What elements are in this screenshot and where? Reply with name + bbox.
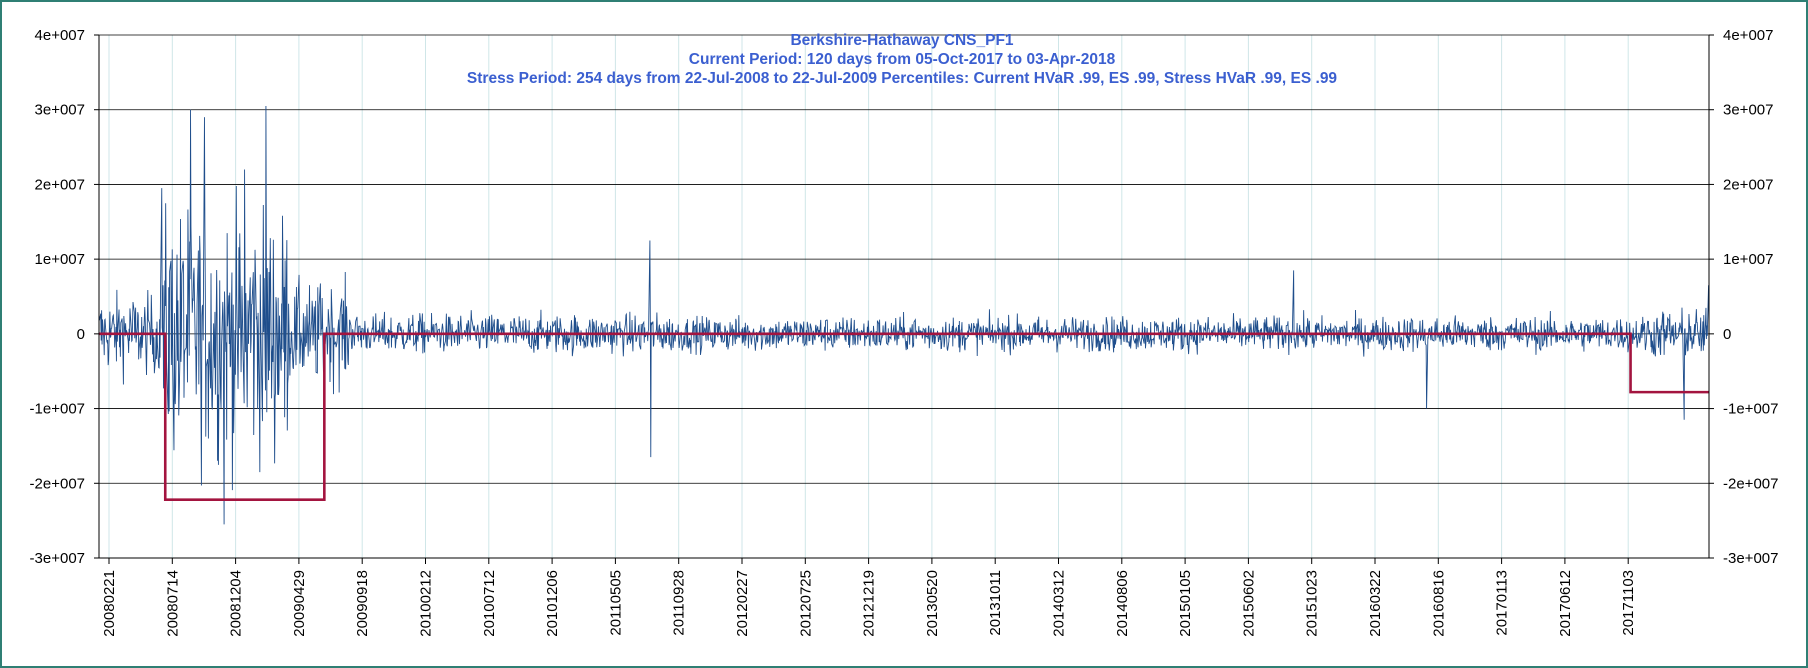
x-axis-ticks: 20080221 20080714 20081204 20090429 20090918…: [101, 570, 1637, 637]
y-tick-label-left: 1e+007: [35, 251, 85, 268]
x-tick-label: 20151023: [1304, 570, 1321, 637]
x-tick-label: 20080714: [164, 570, 181, 637]
stress-var-series: [99, 332, 1709, 502]
x-tick-label: 20100712: [481, 570, 498, 637]
y-tick-label-left: 0: [77, 326, 85, 343]
y-tick-label-left: -3e+007: [30, 550, 85, 567]
x-tick-label: 20100212: [418, 570, 435, 637]
x-tick-label: 20160816: [1430, 570, 1447, 637]
x-tick-label: 20131011: [987, 570, 1004, 636]
y-axis-right-ticks: 4e+007 3e+007 2e+007 1e+007 0 -1e+007 -2e+007 -…: [1723, 27, 1778, 567]
y-tick-label-right: -3e+007: [1723, 550, 1778, 567]
x-tick-label: 20080221: [101, 570, 118, 637]
y-tick-label-right: 4e+007: [1723, 27, 1773, 44]
chart-subtitle-current: Current Period: 120 days from 05-Oct-201…: [689, 51, 1116, 68]
y-tick-label-left: 3e+007: [35, 102, 85, 119]
x-tick-label: 20140806: [1114, 570, 1131, 637]
axes: [98, 35, 1710, 559]
y-tick-label-right: -2e+007: [1723, 475, 1778, 492]
x-tick-label: 20150105: [1177, 570, 1194, 637]
x-tick-label: 20160322: [1367, 570, 1384, 637]
x-tick-label: 20081204: [228, 570, 245, 637]
x-tick-label: 20120227: [734, 570, 751, 637]
y-tick-label-right: 3e+007: [1723, 102, 1773, 119]
x-tick-label: 20140312: [1051, 570, 1068, 637]
x-tick-label: 20171103: [1620, 570, 1637, 636]
chart-title-block: Berkshire-Hathaway CNS_PF1 Current Perio…: [467, 32, 1338, 87]
chart-title: Berkshire-Hathaway CNS_PF1: [790, 32, 1013, 49]
y-tick-label-left: 2e+007: [35, 176, 85, 193]
y-tick-label-right: 0: [1723, 326, 1731, 343]
x-tick-label: 20150602: [1240, 570, 1257, 637]
stress-var-line: [99, 332, 1709, 502]
x-tick-label: 20110505: [607, 570, 624, 636]
y-tick-label-right: -1e+007: [1723, 401, 1778, 418]
y-tick-label-left: -1e+007: [30, 401, 85, 418]
x-tick-label: 20090429: [291, 570, 308, 637]
x-tick-label: 20130520: [924, 570, 941, 637]
x-tick-label: 20090918: [354, 570, 371, 637]
y-tick-label-left: -2e+007: [30, 475, 85, 492]
x-tick-label: 20170612: [1557, 570, 1574, 637]
x-tick-label: 20170113: [1494, 570, 1511, 636]
chart-subtitle-stress: Stress Period: 254 days from 22-Jul-2008…: [467, 70, 1338, 87]
y-tick-label-right: 2e+007: [1723, 176, 1773, 193]
x-tick-label: 20121219: [861, 570, 878, 637]
x-tick-label: 20110928: [671, 570, 688, 636]
y-tick-label-left: 4e+007: [35, 27, 85, 44]
x-tick-label: 20101206: [544, 570, 561, 637]
y-tick-label-right: 1e+007: [1723, 251, 1773, 268]
y-axis-left-ticks: 4e+007 3e+007 2e+007 1e+007 0 -1e+007 -2e+007 -…: [30, 27, 85, 567]
x-tick-label: 20120725: [797, 570, 814, 637]
